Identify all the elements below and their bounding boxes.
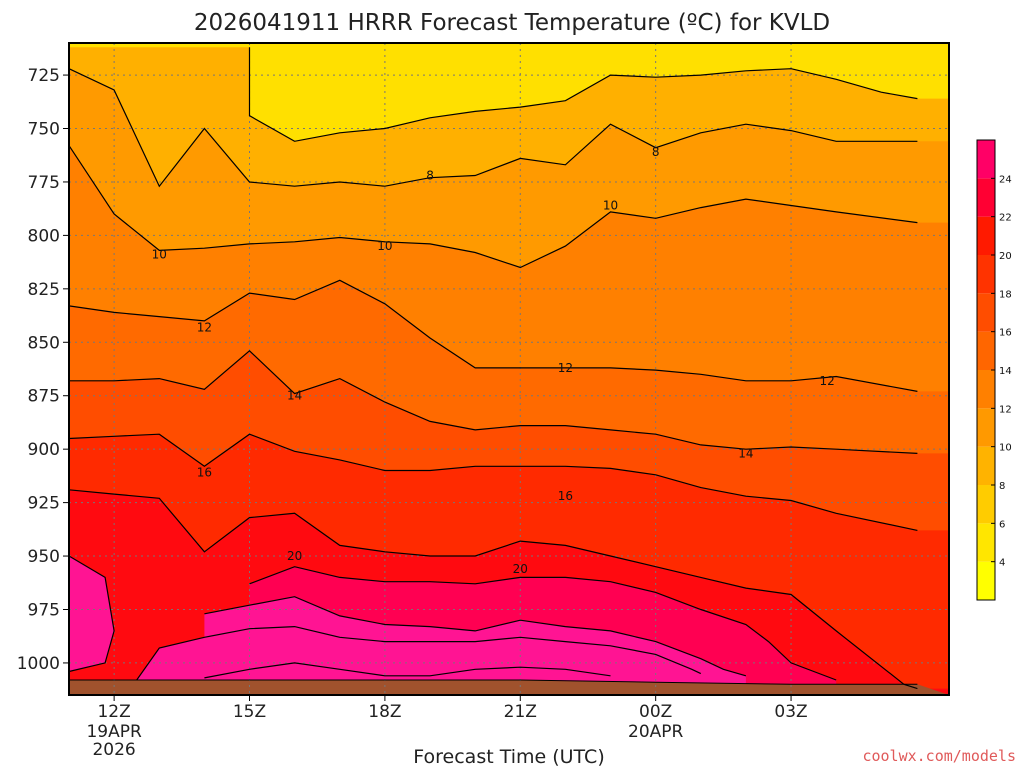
colorbar-swatch <box>977 140 995 179</box>
contour-line-16 <box>69 349 918 454</box>
y-tick-label: 825 <box>28 280 60 300</box>
contour-line-18 <box>68 433 918 531</box>
y-axis: 725 750 775 800 825 850 875 900 925 950 975 1000 <box>17 66 69 674</box>
contour-label: 12 <box>558 361 573 375</box>
colorbar-swatch <box>977 485 995 524</box>
colorbar-tick-label: 18 <box>999 289 1012 300</box>
colorbar-tick-label: 8 <box>999 481 1005 492</box>
contour-line-12 <box>68 145 918 269</box>
colorbar-tick-label: 10 <box>999 443 1012 454</box>
contour-line-30 <box>68 555 115 673</box>
contour-label: 12 <box>197 320 212 334</box>
contour-line-10 <box>68 68 918 188</box>
colorbar-tick-label: 24 <box>999 174 1012 185</box>
grid-lines <box>69 43 949 695</box>
contour-labels: 8 8 10 10 10 12 12 12 14 14 16 16 20 20 <box>152 145 835 576</box>
chart-title: 2026041911 HRRR Forecast Temperature (ºC… <box>194 10 830 36</box>
colorbar-swatch <box>977 216 995 255</box>
contour-line-26 <box>136 625 702 681</box>
x-tick-label: 00Z <box>639 702 672 722</box>
x-tick-date: 20APR <box>628 722 684 742</box>
colorbar-tick-label: 12 <box>999 404 1012 415</box>
contour-line-8 <box>248 47 918 142</box>
contour-line-28 <box>204 662 611 679</box>
colorbar-swatch <box>977 446 995 485</box>
contour-label: 8 <box>426 169 434 183</box>
y-tick-label: 850 <box>28 333 60 353</box>
fill-band-26 <box>136 626 701 695</box>
x-tick-year: 2026 <box>92 740 135 760</box>
y-tick-label: 775 <box>28 173 60 193</box>
x-tick-label: 21Z <box>504 702 537 722</box>
plot-frame <box>68 42 950 696</box>
y-tick-label: 750 <box>28 120 60 140</box>
y-tick-label: 950 <box>28 547 60 567</box>
colorbar-swatch <box>977 255 995 294</box>
colorbar-swatch <box>977 408 995 447</box>
contour-lines <box>68 47 918 690</box>
plot-area <box>69 43 949 696</box>
colorbar-tick-label: 20 <box>999 251 1012 262</box>
colorbar-swatch <box>977 370 995 409</box>
colorbar-swatch <box>977 523 995 562</box>
contour-line-14 <box>68 279 918 392</box>
fill-band-left-pocket <box>69 556 115 672</box>
contour-label: 16 <box>197 466 212 480</box>
x-tick-label: 12Z <box>97 702 130 722</box>
contour-label: 14 <box>287 389 302 403</box>
contour-label: 8 <box>652 145 660 159</box>
contour-line-24 <box>204 596 747 677</box>
colorbar: 4 6 8 10 12 14 16 18 20 22 24 <box>976 139 1012 601</box>
contour-label: 10 <box>152 248 167 262</box>
y-tick-label: 875 <box>28 387 60 407</box>
y-tick-label: 900 <box>28 440 60 460</box>
x-tick-date: 19APR <box>86 722 142 742</box>
credit-link[interactable]: coolwx.com/models <box>862 747 1016 765</box>
y-tick-label: 725 <box>28 66 60 86</box>
contour-line-20 <box>68 489 918 690</box>
contour-label: 10 <box>377 239 392 253</box>
contour-label: 20 <box>513 562 528 576</box>
contour-label: 14 <box>738 446 753 460</box>
x-tick-label: 15Z <box>233 702 266 722</box>
colorbar-swatch <box>977 561 995 600</box>
y-tick-label: 800 <box>28 226 60 246</box>
y-tick-label: 925 <box>28 494 60 514</box>
contour-label: 10 <box>603 198 618 212</box>
y-tick-label: 975 <box>28 600 60 620</box>
colorbar-tick-label: 6 <box>999 519 1005 530</box>
x-axis-label: Forecast Time (UTC) <box>413 746 604 768</box>
colorbar-swatch <box>977 178 995 217</box>
colorbar-swatch <box>977 293 995 332</box>
colorbar-tick-label: 4 <box>999 558 1005 569</box>
x-tick-label: 18Z <box>368 702 401 722</box>
colorbar-swatch <box>977 331 995 370</box>
colorbar-tick-label: 16 <box>999 328 1012 339</box>
x-tick-label: 03Z <box>774 702 807 722</box>
y-tick-label: 1000 <box>17 654 60 674</box>
contour-label: 12 <box>820 374 835 388</box>
contour-label: 16 <box>558 489 573 503</box>
colorbar-tick-label: 22 <box>999 213 1012 224</box>
contour-line-22 <box>249 566 837 681</box>
contour-label: 20 <box>287 549 302 563</box>
ground-surface-line <box>69 679 918 685</box>
colorbar-tick-label: 14 <box>999 366 1012 377</box>
